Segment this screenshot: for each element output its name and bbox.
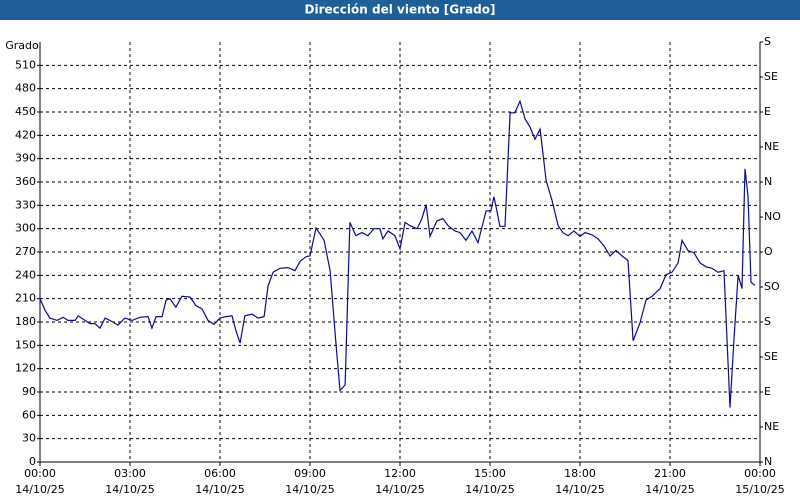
y2-tick-label: E: [764, 385, 771, 398]
x-tick-label: 03:00 14/10/25: [105, 467, 154, 496]
y-tick-label: 360: [15, 175, 36, 188]
x-tick-label: 12:00 14/10/25: [375, 467, 424, 496]
x-tick-label: 15:00 14/10/25: [465, 467, 514, 496]
y-tick-label: 210: [15, 292, 36, 305]
x-tick-label: 18:00 14/10/25: [555, 467, 604, 496]
chart-title: Dirección del viento [Grado]: [305, 3, 496, 17]
y2-tick-label: N: [764, 175, 772, 188]
x-tick-label: 09:00 14/10/25: [285, 467, 334, 496]
y2-tick-label: SE: [764, 70, 778, 83]
y-tick-label: 150: [15, 338, 36, 351]
y-tick-label: 270: [15, 245, 36, 258]
y2-tick-label: O: [764, 245, 773, 258]
y-tick-label: 420: [15, 128, 36, 141]
y-tick-label: 480: [15, 82, 36, 95]
y2-tick-label: SO: [764, 280, 780, 293]
y2-tick-label: S: [764, 315, 771, 328]
y-tick-label: 30: [22, 432, 36, 445]
title-bar: [0, 0, 800, 20]
y-tick-label: 0: [29, 455, 36, 468]
y-tick-label: 450: [15, 105, 36, 118]
y-tick-label: 330: [15, 198, 36, 211]
y2-tick-label: S: [764, 35, 771, 48]
x-tick-label: 06:00 14/10/25: [195, 467, 244, 496]
y2-tick-label: NE: [764, 140, 779, 153]
y-tick-label: 90: [22, 385, 36, 398]
x-tick-label: 00:00 14/10/25: [15, 467, 64, 496]
y2-tick-label: SE: [764, 350, 778, 363]
y-axis-label: Grado: [5, 39, 39, 52]
y2-tick-label: NE: [764, 420, 779, 433]
y-tick-label: 120: [15, 362, 36, 375]
y-tick-label: 240: [15, 268, 36, 281]
data-line: [39, 99, 756, 408]
y-tick-label: 390: [15, 152, 36, 165]
y-tick-label: 300: [15, 222, 36, 235]
x-tick-label: 00:00 15/10/25: [735, 467, 784, 496]
y2-tick-label: NO: [764, 210, 781, 223]
y2-tick-label: E: [764, 105, 771, 118]
y-tick-label: 60: [22, 408, 36, 421]
y2-tick-label: N: [764, 455, 772, 468]
x-tick-label: 21:00 14/10/25: [645, 467, 694, 496]
y-tick-label: 180: [15, 315, 36, 328]
y-tick-label: 510: [15, 58, 36, 71]
